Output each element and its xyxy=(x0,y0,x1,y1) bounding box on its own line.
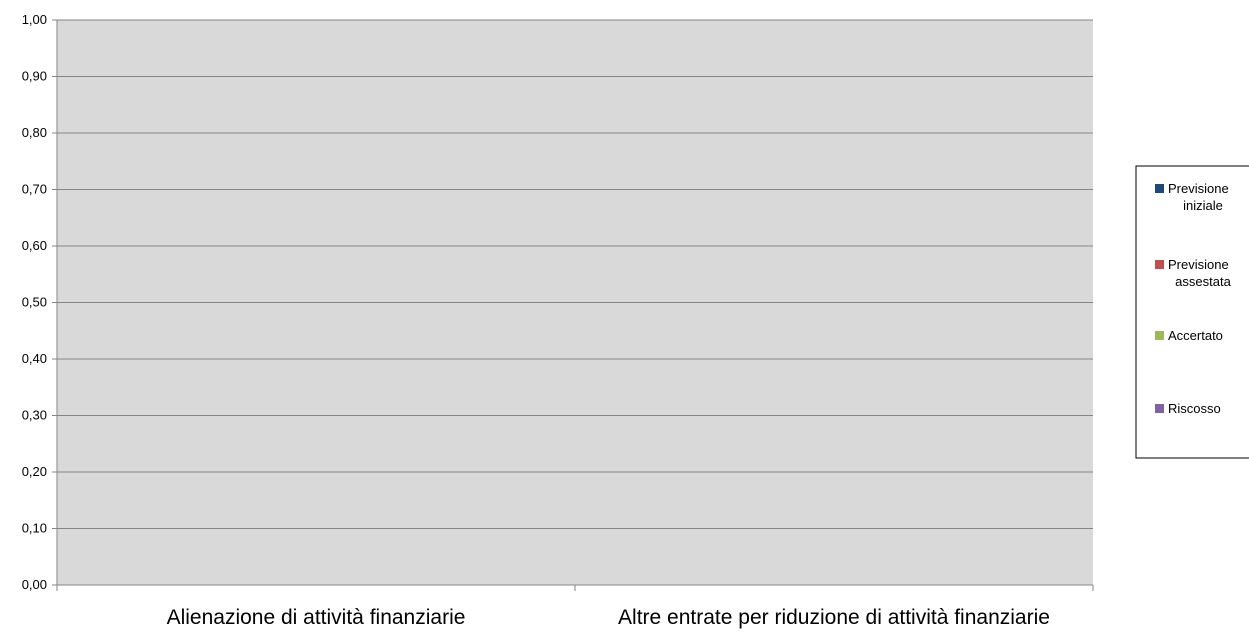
x-category-label: Alienazione di attività finanziarie xyxy=(167,606,466,629)
legend-swatch xyxy=(1155,184,1164,193)
x-axis-category-labels: Alienazione di attività finanziarie Altre… xyxy=(167,606,1050,629)
legend-swatch xyxy=(1155,260,1164,269)
axes xyxy=(52,19,1094,591)
x-category-label: Altre entrate per riduzione di attività … xyxy=(618,606,1050,629)
legend-swatch xyxy=(1155,331,1164,340)
y-tick-label: 0,90 xyxy=(22,69,47,84)
y-tick-label: 1,00 xyxy=(22,12,47,27)
y-tick-label: 0,20 xyxy=(22,464,47,479)
legend: Previsione iniziale Previsione assestata Acc… xyxy=(1135,165,1249,459)
legend-label: Riscosso xyxy=(1168,401,1221,416)
y-tick-label: 0,10 xyxy=(22,521,47,536)
gridlines xyxy=(57,19,1093,529)
y-tick-label: 0,70 xyxy=(22,182,47,197)
y-tick-label: 0,00 xyxy=(22,577,47,592)
legend-box xyxy=(1135,165,1249,459)
y-tick-label: 0,30 xyxy=(22,408,47,423)
y-tick-label: 0,60 xyxy=(22,238,47,253)
y-tick-label: 0,50 xyxy=(22,295,47,310)
legend-label: Previsione assestata xyxy=(1168,257,1232,289)
y-tick-label: 0,40 xyxy=(22,351,47,366)
y-axis-tick-labels: 0,00 0,10 0,20 0,30 0,40 0,50 0,60 0,70 0,80 0,90… xyxy=(22,12,47,592)
legend-label: Previsione iniziale xyxy=(1168,181,1229,213)
legend-swatch xyxy=(1155,404,1164,413)
y-tick-label: 0,80 xyxy=(22,125,47,140)
legend-label: Accertato xyxy=(1168,328,1223,343)
